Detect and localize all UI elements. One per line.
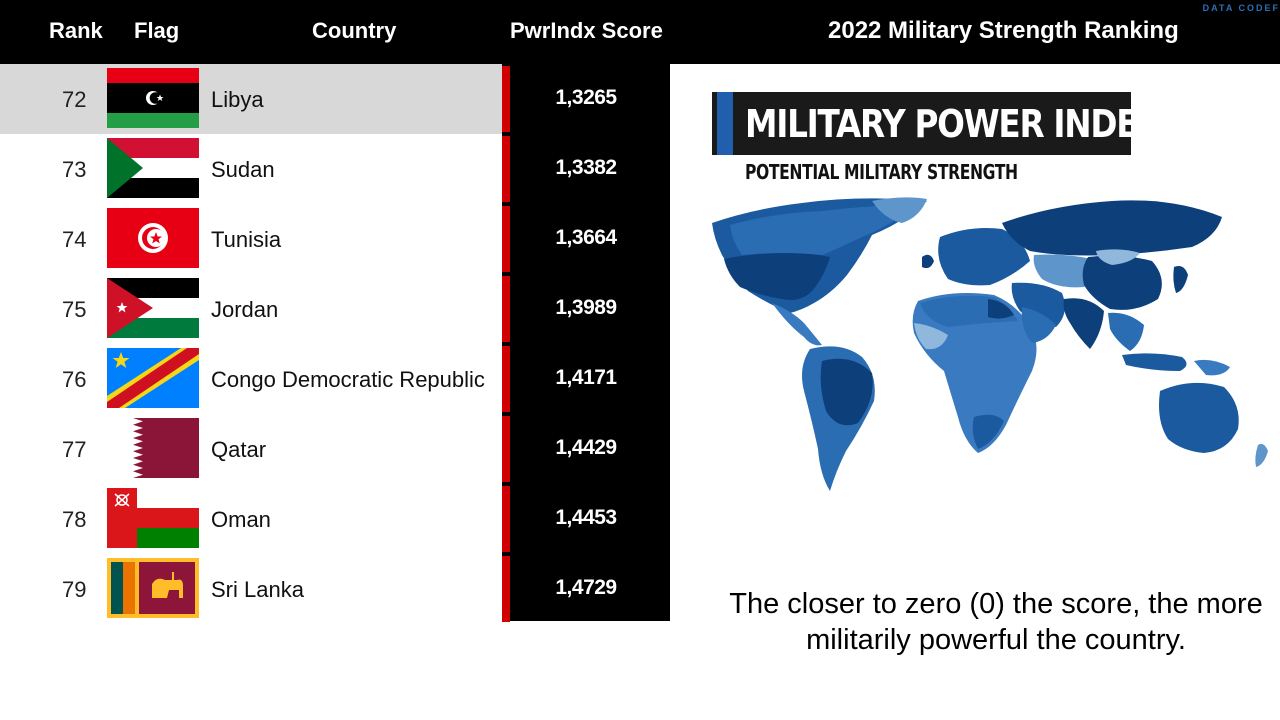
score-cell: 1,4429 xyxy=(502,414,670,484)
country-name: Tunisia xyxy=(211,227,282,252)
uk-region xyxy=(922,254,934,269)
rank-cell: 75 xyxy=(62,297,87,322)
arabia-region xyxy=(1021,307,1056,343)
score-bar xyxy=(502,66,510,132)
sudan-flag-icon xyxy=(107,138,199,198)
china-region xyxy=(1082,255,1162,310)
greenland-region xyxy=(872,197,927,223)
score-bar xyxy=(502,276,510,342)
table-row: 78 Oman xyxy=(0,484,502,554)
sri-lanka-flag-icon xyxy=(107,558,199,618)
middle-east-region xyxy=(1011,282,1065,327)
drc-flag-icon xyxy=(107,348,199,408)
rank-cell: 72 xyxy=(62,87,87,112)
score-value: 1,3989 xyxy=(555,296,617,319)
rank-cell: 76 xyxy=(62,367,87,392)
brazil-region xyxy=(820,358,873,426)
india-region xyxy=(1063,298,1104,349)
score-value: 1,4171 xyxy=(555,366,617,389)
score-cell: 1,3265 xyxy=(502,64,670,134)
oman-flag-icon xyxy=(107,488,199,548)
world-map xyxy=(712,195,1278,495)
table-row: 79 Sri Lanka xyxy=(0,554,502,624)
indonesia-region xyxy=(1122,353,1187,371)
score-column-header: PwrIndx Score xyxy=(510,18,663,43)
south-africa-region xyxy=(972,414,1004,449)
country-column-header: Country xyxy=(312,18,397,43)
score-cell: 1,3989 xyxy=(502,274,670,344)
page-title: 2022 Military Strength Ranking xyxy=(828,17,1179,44)
score-value: 1,3265 xyxy=(555,86,617,109)
rank-cell: 79 xyxy=(62,577,87,602)
country-name: Sri Lanka xyxy=(211,577,304,602)
table-row: 77 Qatar xyxy=(0,414,502,484)
index-heading-box: MILITARY POWER INDEX xyxy=(712,92,1162,155)
score-bar xyxy=(502,416,510,482)
europe-region xyxy=(938,228,1030,286)
score-value: 1,4429 xyxy=(555,436,617,459)
table-row: 73 Sudan xyxy=(0,134,502,204)
score-cell: 1,4171 xyxy=(502,344,670,414)
rank-cell: 77 xyxy=(62,437,87,462)
explanatory-note: The closer to zero (0) the score, the mo… xyxy=(729,588,1263,656)
australia-region xyxy=(1159,382,1239,453)
rank-cell: 74 xyxy=(62,227,87,252)
table-row: 72 Libya xyxy=(0,64,502,134)
country-name: Qatar xyxy=(211,437,267,462)
tunisia-flag-icon xyxy=(107,208,199,268)
rank-cell: 78 xyxy=(62,507,87,532)
score-bar xyxy=(502,206,510,272)
country-name: Congo Democratic Republic xyxy=(211,367,485,392)
score-bar xyxy=(502,486,510,552)
country-name: Sudan xyxy=(211,157,275,182)
score-bar xyxy=(502,346,510,412)
jordan-flag-icon xyxy=(107,278,199,338)
score-bar xyxy=(502,136,510,202)
west-africa-region xyxy=(914,323,948,350)
russia-region xyxy=(1002,200,1222,256)
heading-accent-stripe xyxy=(717,92,733,155)
flag-column-header: Flag xyxy=(134,18,180,43)
score-cell: 1,4729 xyxy=(502,554,670,624)
egypt-region xyxy=(988,299,1014,319)
table-row: 75 Jordan xyxy=(0,274,502,344)
score-bar xyxy=(502,556,510,622)
rank-column-header: Rank xyxy=(49,18,103,43)
papua-region xyxy=(1194,359,1230,376)
qatar-flag-icon xyxy=(107,418,199,478)
table-row: 74 Tunisia xyxy=(0,204,502,274)
central-asia-region xyxy=(1033,254,1095,288)
index-heading: MILITARY POWER INDEX xyxy=(745,102,1162,146)
country-name: Oman xyxy=(211,507,271,532)
score-cell: 1,3382 xyxy=(502,134,670,204)
rank-cell: 73 xyxy=(62,157,87,182)
score-value: 1,4453 xyxy=(555,506,617,529)
country-name: Libya xyxy=(211,87,264,112)
southeast-asia-region xyxy=(1108,312,1144,351)
index-subheading: POTENTIAL MILITARY STRENGTH xyxy=(745,160,1018,184)
table-row: 76 Congo Democratic Republic xyxy=(0,344,502,414)
score-value: 1,3664 xyxy=(555,226,617,249)
score-cell: 1,4453 xyxy=(502,484,670,554)
new-zealand-region xyxy=(1255,443,1268,467)
score-value: 1,3382 xyxy=(555,156,617,179)
libya-flag-icon xyxy=(107,68,199,128)
usa-region xyxy=(724,253,830,300)
japan-region xyxy=(1173,266,1188,293)
score-cell: 1,3664 xyxy=(502,204,670,274)
watermark: DATA CODEF xyxy=(1202,3,1280,13)
mongolia-region xyxy=(1096,249,1140,265)
central-america-region xyxy=(772,303,822,346)
header-bar: Rank Flag Country PwrIndx Score 2022 Mil… xyxy=(0,0,1280,64)
score-column: 1,3265 1,3382 1,3664 1,3989 1,4171 1,442… xyxy=(502,64,670,624)
canada-region xyxy=(730,205,917,255)
country-name: Jordan xyxy=(211,297,279,322)
score-value: 1,4729 xyxy=(555,576,617,599)
